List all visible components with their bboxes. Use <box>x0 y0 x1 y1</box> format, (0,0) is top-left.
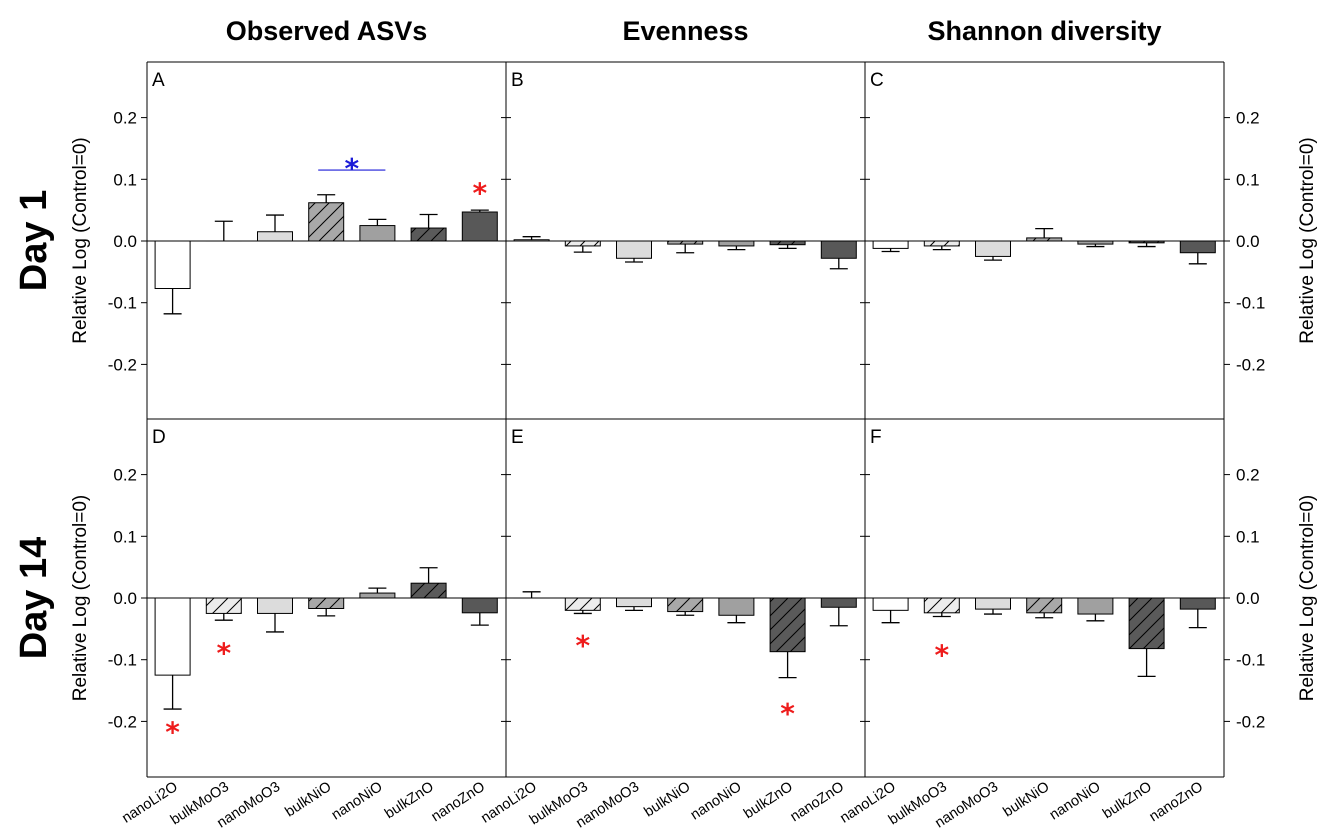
bar-nanoNiO <box>718 240 755 247</box>
y-tick-label-left: 0.1 <box>113 170 137 189</box>
bar-nanoLi2O <box>154 240 191 290</box>
bar-hatch <box>565 241 601 246</box>
y-tick-label-right: -0.1 <box>1236 294 1265 313</box>
y-tick-label-left: 0.2 <box>113 466 137 485</box>
bar-nanoLi2O <box>872 597 909 611</box>
y-tick-label-right: 0.0 <box>1236 232 1260 251</box>
y-tick-label-right: 0.1 <box>1236 527 1260 546</box>
bar-hatch <box>924 241 960 246</box>
panel-letter: A <box>152 70 165 91</box>
y-axis-label-right: Relative Log (Control=0) <box>1297 137 1318 343</box>
column-title: Evenness <box>622 16 748 46</box>
y-tick-label-right: -0.2 <box>1236 355 1265 374</box>
bar-nanoMoO3 <box>257 231 293 242</box>
bar-nanoNiO <box>1077 597 1114 615</box>
y-tick-label-left: 0.2 <box>113 109 137 128</box>
x-tick-label: nanoZnO <box>429 779 488 825</box>
y-axis-label-left: Relative Log (Control=0) <box>70 137 91 343</box>
panel-letter: E <box>511 427 524 448</box>
panel-c <box>865 228 1224 265</box>
bar-nanoZnO <box>461 211 498 242</box>
y-tick-label-left: -0.1 <box>108 651 137 670</box>
y-tick-label-right: 0.0 <box>1236 589 1260 608</box>
bar-hatch <box>565 598 601 611</box>
bar-hatch <box>1129 241 1165 243</box>
x-tick-label: bulkZnO <box>1100 779 1155 822</box>
column-title: Observed ASVs <box>226 16 428 46</box>
bar-hatch <box>206 598 242 614</box>
y-tick-label-left: -0.1 <box>108 294 137 313</box>
y-tick-label-right: -0.1 <box>1236 651 1265 670</box>
y-tick-label-right: 0.2 <box>1236 109 1260 128</box>
panel-letter: F <box>870 427 882 448</box>
panel-letter: D <box>152 427 166 448</box>
panel-d: ** <box>147 567 506 749</box>
bar-hatch <box>411 228 447 241</box>
bar-hatch <box>411 583 447 598</box>
bar-nanoZnO <box>1179 597 1216 610</box>
panel-letter: B <box>511 70 524 91</box>
y-tick-label-left: 0.1 <box>113 527 137 546</box>
panel-a: ** <box>147 152 506 315</box>
x-tick-label: bulkZnO <box>741 779 796 822</box>
significance-star: * <box>344 152 359 185</box>
panel-f: * <box>865 597 1224 678</box>
bar-nanoZnO <box>461 597 498 614</box>
bar-nanoNiO <box>718 597 755 616</box>
row-title: Day 14 <box>13 537 55 660</box>
x-tick-label: nanoNiO <box>1047 779 1104 824</box>
bar-nanoZnO <box>820 597 857 608</box>
bar-hatch <box>770 241 806 245</box>
x-tick-label: bulkNiO <box>282 779 334 821</box>
bar-hatch <box>1026 237 1062 241</box>
bar-hatch <box>667 241 703 245</box>
bar-hatch <box>1026 598 1062 613</box>
panel-b <box>506 236 865 270</box>
significance-star: * <box>934 638 949 671</box>
bar-nanoLi2O <box>872 240 909 249</box>
y-axis-label-left: Relative Log (Control=0) <box>70 495 91 701</box>
x-tick-label: nanoNiO <box>329 779 386 824</box>
y-tick-label-right: 0.2 <box>1236 466 1260 485</box>
significance-star: * <box>472 177 487 210</box>
bar-nanoMoO3 <box>975 240 1011 257</box>
bar-nanoNiO <box>359 592 396 599</box>
bar-hatch <box>308 202 344 241</box>
y-tick-label-right: -0.2 <box>1236 712 1265 731</box>
y-tick-label-left: 0.0 <box>113 589 137 608</box>
x-tick-label: bulkNiO <box>1000 779 1052 821</box>
bar-nanoLi2O <box>154 597 191 676</box>
y-tick-label-left: -0.2 <box>108 712 137 731</box>
x-tick-label: nanoZnO <box>788 779 847 825</box>
bar-nanoMoO3 <box>616 597 652 608</box>
significance-star: * <box>780 697 795 730</box>
bar-nanoMoO3 <box>616 240 652 259</box>
x-tick-label: bulkNiO <box>641 779 693 821</box>
bar-nanoMoO3 <box>257 597 293 614</box>
column-title: Shannon diversity <box>927 16 1161 46</box>
y-tick-label-left: 0.0 <box>113 232 137 251</box>
bar-hatch <box>924 598 960 613</box>
significance-star: * <box>165 716 180 749</box>
significance-star: * <box>216 637 231 670</box>
bar-nanoMoO3 <box>975 597 1011 610</box>
significance-star: * <box>575 629 590 662</box>
panel-letter: C <box>870 70 884 91</box>
y-tick-label-right: 0.1 <box>1236 170 1260 189</box>
x-tick-label: nanoZnO <box>1147 779 1206 825</box>
bar-hatch <box>770 598 806 652</box>
x-tick-label: bulkZnO <box>382 779 437 822</box>
y-tick-label-left: -0.2 <box>108 355 137 374</box>
row-title: Day 1 <box>13 190 55 291</box>
x-tick-label: nanoNiO <box>688 779 745 824</box>
bar-hatch <box>667 598 703 612</box>
panel-e: ** <box>506 591 865 730</box>
bar-nanoZnO <box>820 240 857 259</box>
y-axis-label-right: Relative Log (Control=0) <box>1297 495 1318 701</box>
bar-hatch <box>308 598 344 609</box>
bar-hatch <box>1129 598 1165 649</box>
bar-nanoZnO <box>1179 240 1216 254</box>
bar-nanoNiO <box>359 225 396 242</box>
